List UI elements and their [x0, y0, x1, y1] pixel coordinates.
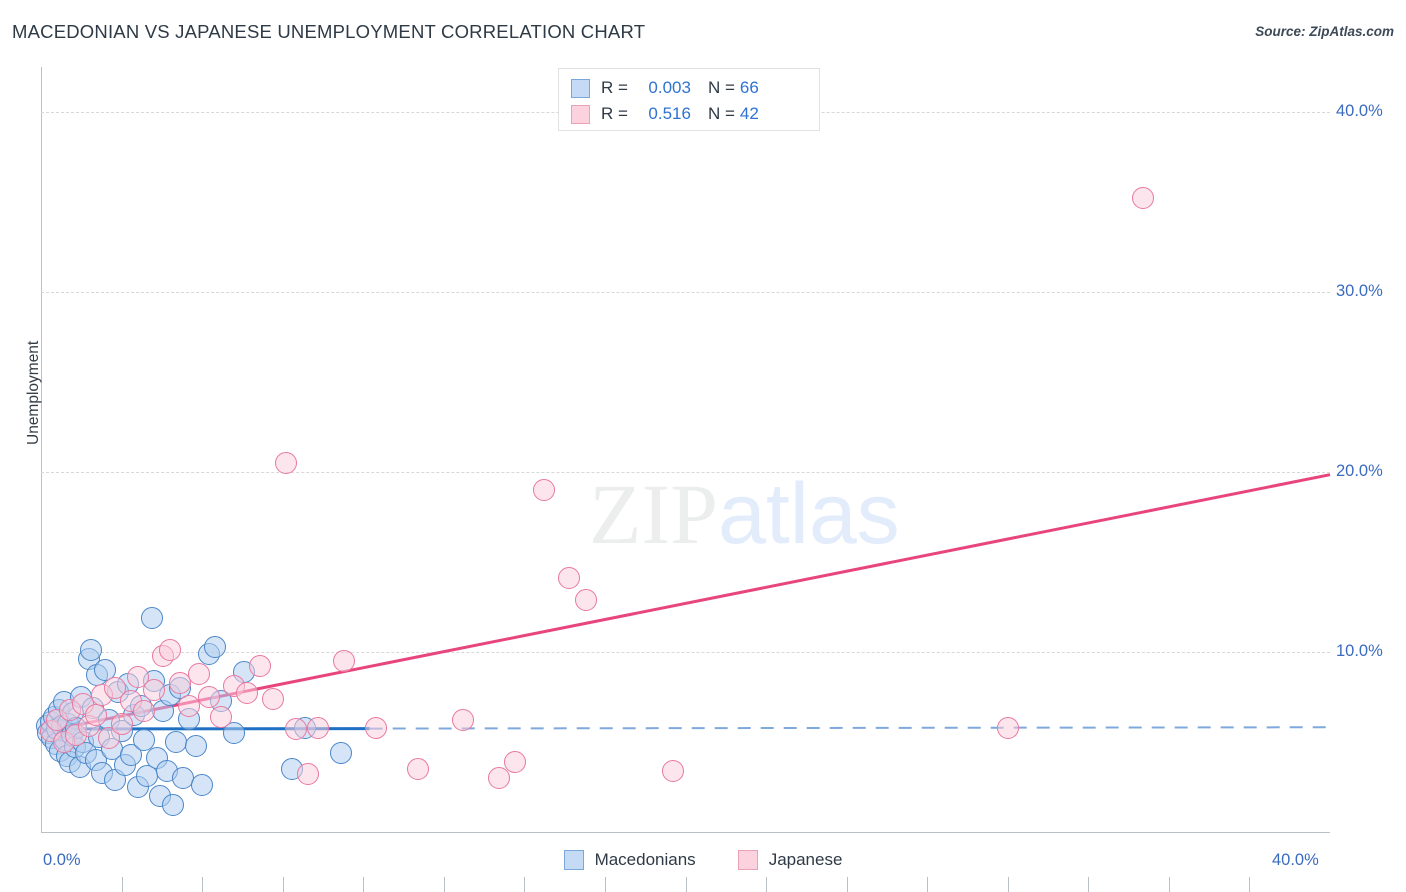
data-point-mac[interactable]	[133, 729, 156, 752]
data-point-jap[interactable]	[210, 705, 233, 728]
data-point-mac[interactable]	[120, 743, 143, 766]
legend-swatch	[571, 78, 590, 98]
n-label: N =	[707, 78, 735, 97]
x-tick	[202, 877, 204, 892]
data-point-jap[interactable]	[532, 479, 555, 501]
data-point-jap[interactable]	[307, 716, 330, 739]
data-point-jap[interactable]	[158, 639, 181, 662]
x-tick	[1249, 877, 1251, 892]
y-tick-label: 10.0%	[1336, 642, 1383, 660]
gridline	[41, 652, 1330, 653]
data-point-mac[interactable]	[162, 794, 185, 816]
data-point-jap[interactable]	[126, 666, 149, 689]
series-legend-item[interactable]: Macedonians	[563, 850, 696, 870]
x-tick	[443, 877, 445, 892]
r-label: R =	[601, 104, 628, 123]
x-tick	[1088, 877, 1090, 892]
x-tick	[524, 877, 526, 892]
data-point-jap[interactable]	[197, 686, 220, 708]
data-point-jap[interactable]	[452, 709, 475, 732]
x-axis-line	[41, 832, 1330, 833]
y-axis-line	[41, 67, 42, 832]
data-point-jap[interactable]	[187, 662, 210, 685]
trendlines	[40, 473, 1331, 734]
data-point-mac[interactable]	[223, 722, 246, 744]
series-legend-label: Japanese	[768, 850, 843, 869]
x-tick	[766, 877, 768, 892]
n-value: 66	[739, 78, 759, 97]
page-title: MACEDONIAN VS JAPANESE UNEMPLOYMENT CORR…	[12, 21, 646, 42]
x-tick	[604, 877, 606, 892]
legend-swatch	[563, 850, 584, 870]
data-point-jap[interactable]	[104, 677, 127, 699]
data-point-jap[interactable]	[558, 567, 581, 590]
data-point-mac[interactable]	[141, 606, 164, 629]
data-point-jap[interactable]	[365, 716, 388, 739]
data-point-jap[interactable]	[332, 650, 355, 672]
data-point-mac[interactable]	[79, 639, 102, 662]
n-label: N =	[707, 104, 735, 123]
gridline	[41, 472, 1330, 473]
x-tick	[1168, 877, 1170, 892]
data-point-jap[interactable]	[284, 718, 307, 741]
data-point-jap[interactable]	[487, 767, 510, 789]
y-tick-label: 30.0%	[1336, 282, 1383, 300]
data-point-jap[interactable]	[574, 588, 597, 611]
x-tick	[282, 877, 284, 892]
data-point-jap[interactable]	[297, 763, 320, 786]
data-point-jap[interactable]	[142, 678, 165, 701]
x-tick-label: 40.0%	[1272, 851, 1319, 869]
data-point-jap[interactable]	[249, 655, 272, 678]
data-point-jap[interactable]	[84, 704, 107, 726]
data-point-jap[interactable]	[262, 687, 285, 710]
r-value: 0.003	[648, 78, 691, 97]
data-point-jap[interactable]	[661, 759, 684, 782]
series-legend-item[interactable]: Japanese	[737, 850, 843, 870]
data-point-mac[interactable]	[191, 774, 214, 797]
x-tick	[685, 877, 687, 892]
data-point-jap[interactable]	[133, 700, 156, 723]
data-point-mac[interactable]	[204, 635, 226, 658]
data-point-jap[interactable]	[236, 682, 259, 705]
gridline	[41, 292, 1330, 293]
legend-swatch	[571, 104, 590, 124]
data-point-jap[interactable]	[1132, 187, 1155, 210]
stat-row: R = 0.516 N = 42	[571, 101, 809, 127]
correlation-stats-legend: R = 0.003 N = 66 R = 0.516 N = 42	[558, 68, 820, 131]
x-tick	[121, 877, 123, 892]
series-legend: Macedonians Japanese	[0, 850, 1406, 870]
data-point-jap[interactable]	[274, 452, 297, 474]
data-point-jap[interactable]	[407, 758, 430, 780]
source-attribution: Source: ZipAtlas.com	[1255, 24, 1394, 39]
x-tick-label: 0.0%	[43, 851, 81, 869]
series-legend-label: Macedonians	[594, 850, 696, 869]
data-point-jap[interactable]	[97, 727, 120, 750]
r-value: 0.516	[648, 104, 691, 123]
data-point-jap[interactable]	[110, 713, 133, 735]
plot-area: Unemployment ZIPatlas	[25, 67, 1331, 892]
y-tick-label: 40.0%	[1336, 102, 1383, 120]
x-tick	[846, 877, 848, 892]
x-tick	[1007, 877, 1009, 892]
data-point-jap[interactable]	[178, 695, 201, 717]
data-point-mac[interactable]	[329, 741, 352, 764]
data-point-jap[interactable]	[503, 750, 526, 773]
data-point-jap[interactable]	[168, 671, 191, 694]
data-point-mac[interactable]	[184, 734, 207, 757]
stat-row: R = 0.003 N = 66	[571, 75, 809, 101]
r-label: R =	[601, 78, 628, 97]
n-value: 42	[739, 104, 759, 123]
x-tick	[927, 877, 929, 892]
trendline-dashed	[369, 726, 1331, 730]
y-tick-label: 20.0%	[1336, 462, 1383, 480]
x-tick	[363, 877, 365, 892]
legend-swatch	[737, 850, 758, 870]
data-point-jap[interactable]	[996, 716, 1019, 739]
